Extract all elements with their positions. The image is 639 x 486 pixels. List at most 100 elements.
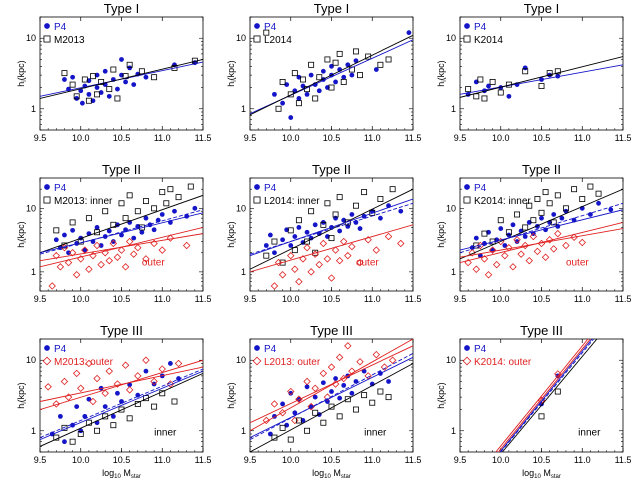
data-point: [127, 382, 133, 388]
data-point: [336, 194, 343, 201]
y-tick-label: 1: [241, 426, 246, 436]
data-point: [559, 215, 565, 221]
data-point: [143, 215, 149, 221]
y-axis-label: hi(kpc): [436, 60, 448, 86]
legend-marker: [463, 35, 471, 43]
chart-panel-2: Type I 9.5 10.0 10.5 11.0 11.5 1 10 hi(kpc) P4 L20…: [226, 1, 421, 143]
fit-line: [499, 339, 593, 452]
series-l2014: [263, 29, 392, 112]
data-point: [295, 100, 302, 107]
y-tick-label: 1: [31, 267, 36, 277]
data-point: [121, 361, 130, 369]
data-point: [316, 74, 323, 81]
data-point: [333, 376, 338, 381]
data-point: [62, 232, 67, 238]
data-point: [308, 208, 315, 215]
fit-line: [460, 188, 623, 260]
data-point: [526, 202, 533, 209]
data-point: [61, 70, 68, 77]
y-tick-label: 10: [236, 355, 246, 365]
y-axis-label: hi(kpc): [16, 60, 28, 86]
data-point: [562, 241, 570, 250]
data-point: [335, 353, 344, 362]
chart-panel-7: Type III 9.5 10.0 10.5 11.0 11.5 1 10 hi(kpc) log…: [16, 323, 211, 480]
fit-line: [40, 373, 203, 447]
fit-line: [460, 202, 623, 254]
data-point: [541, 253, 550, 261]
legend-label: P4: [264, 344, 277, 355]
data-point: [312, 95, 319, 102]
data-point: [292, 234, 298, 239]
x-tick-label: 11.5: [615, 294, 632, 304]
legend-marker: [464, 184, 470, 190]
data-point: [279, 424, 286, 431]
data-point: [272, 250, 277, 256]
data-point: [538, 83, 545, 89]
x-tick-label: 11.0: [364, 455, 381, 465]
fit-line: [250, 198, 413, 257]
data-point: [150, 377, 158, 386]
y-axis-label: hi(kpc): [436, 221, 448, 247]
chart-title: Type III: [100, 323, 143, 338]
data-point: [502, 243, 508, 248]
y-tick-label: 1: [31, 426, 36, 436]
data-point: [159, 212, 165, 217]
y-tick-label: 1: [451, 426, 456, 436]
data-point: [82, 413, 88, 419]
legend-marker: [43, 35, 51, 43]
data-point: [571, 186, 578, 193]
data-point: [312, 409, 319, 416]
data-point: [295, 277, 303, 286]
data-point: [182, 241, 191, 250]
chart-title: Type I: [104, 1, 139, 16]
data-point: [175, 194, 182, 201]
data-point: [378, 215, 383, 221]
x-tick-label: 9.5: [244, 294, 257, 304]
x-axis-label: log10 Mstar: [102, 468, 141, 480]
legend-label: L2013: outer: [264, 357, 321, 368]
plot-frame: [459, 177, 624, 292]
data-point: [291, 416, 299, 425]
plot-area: [460, 183, 623, 279]
plot-area: [40, 356, 203, 447]
data-point: [538, 413, 545, 420]
series-m2013: [61, 57, 198, 104]
fit-line: [460, 228, 623, 258]
data-point: [94, 225, 100, 230]
data-point: [142, 356, 150, 364]
data-point: [119, 399, 124, 404]
data-point: [271, 238, 278, 245]
x-tick-label: 10.5: [533, 294, 551, 304]
data-point: [94, 91, 100, 98]
data-point: [117, 246, 126, 254]
data-point: [270, 400, 279, 408]
data-point: [143, 368, 149, 374]
data-point: [327, 363, 336, 371]
fit-line: [250, 339, 413, 432]
data-point: [554, 68, 561, 75]
x-tick-label: 11.5: [195, 133, 212, 143]
data-point: [372, 350, 381, 359]
data-point: [365, 53, 372, 60]
x-tick-label: 11.5: [405, 455, 422, 465]
data-point: [110, 413, 116, 419]
data-point: [296, 96, 302, 101]
data-point: [498, 226, 504, 231]
fit-line: [250, 224, 413, 273]
annotation-label: inner: [578, 428, 601, 439]
data-point: [280, 237, 285, 243]
data-point: [304, 229, 310, 235]
data-point: [320, 221, 327, 228]
data-point: [66, 250, 71, 256]
data-point: [78, 88, 84, 94]
data-point: [118, 406, 125, 413]
data-point: [522, 68, 529, 75]
series-k2014: [465, 68, 561, 102]
data-point: [81, 76, 88, 83]
data-point: [69, 219, 76, 226]
plot-frame: [249, 177, 414, 292]
data-point: [361, 392, 368, 399]
annotation-label: outer: [142, 258, 165, 269]
data-point: [588, 212, 593, 217]
data-point: [472, 265, 481, 273]
